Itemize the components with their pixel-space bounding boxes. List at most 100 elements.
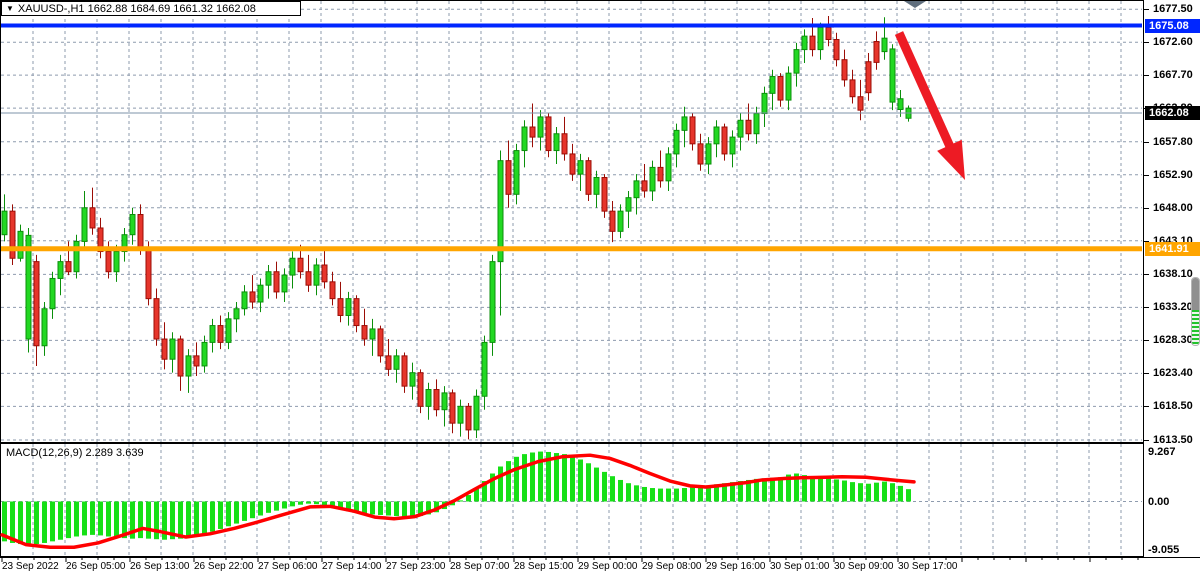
macd-histogram-bar	[786, 474, 791, 502]
candle-bull	[753, 113, 760, 135]
price-badge: 1662.08	[1145, 106, 1200, 120]
macd-histogram-bar	[330, 501, 335, 508]
candle-bear	[825, 26, 832, 41]
macd-histogram-bar	[674, 488, 679, 502]
price-badge: 1675.08	[1145, 18, 1200, 33]
candle-bear	[417, 372, 424, 407]
macd-histogram-bar	[434, 501, 439, 513]
time-tick-label: 27 Sep 23:00	[386, 561, 446, 572]
candle-bear	[145, 247, 152, 300]
macd-histogram-bar	[258, 501, 263, 516]
macd-histogram-bar	[418, 501, 423, 517]
candle-bear	[449, 392, 456, 424]
macd-histogram-bar	[162, 501, 167, 540]
time-tick-label: 30 Sep 17:00	[898, 561, 958, 572]
candle-bear	[697, 143, 704, 165]
scrollbar-stripes	[1192, 310, 1199, 345]
macd-histogram-bar	[730, 482, 735, 502]
candle-bull	[681, 116, 688, 131]
macd-histogram-bar	[74, 501, 79, 537]
candle-bull	[313, 264, 320, 286]
candle-bear	[385, 355, 392, 370]
scrollbar-thumb[interactable]	[1191, 277, 1200, 346]
price-tick-mark	[1144, 42, 1149, 44]
candle-bear	[177, 338, 184, 377]
price-tick-mark	[1144, 274, 1149, 276]
candle-bull	[265, 271, 272, 286]
candle-bull	[241, 291, 248, 310]
candle-bull	[233, 308, 240, 320]
macd-histogram-bar	[618, 479, 623, 502]
price-tick-label: 1618.50	[1144, 399, 1200, 413]
price-tick-mark	[1144, 406, 1149, 408]
macd-histogram-bar	[642, 486, 647, 502]
candle-bull	[817, 26, 824, 51]
macd-tick-label: -9.055	[1148, 544, 1180, 557]
macd-histogram-bar	[890, 483, 895, 502]
candle-bear	[97, 227, 104, 253]
time-tick-label: 28 Sep 07:00	[450, 561, 510, 572]
macd-histogram-bar	[338, 501, 343, 510]
candle-bull	[665, 153, 672, 182]
macd-histogram-bar	[50, 501, 55, 542]
price-tick-label: 1652.90	[1144, 168, 1200, 182]
candle-bull	[497, 160, 504, 263]
macd-histogram-bar	[650, 488, 655, 502]
candle-bull	[393, 355, 400, 370]
macd-histogram-bar	[186, 501, 191, 538]
time-tick-label: 26 Sep 05:00	[66, 561, 126, 572]
macd-histogram-bar	[394, 501, 399, 517]
macd-histogram-bar	[530, 452, 535, 502]
candle-bull	[113, 251, 120, 273]
candle-bull	[201, 341, 208, 367]
macd-histogram-bar	[818, 477, 823, 502]
candle-bull	[633, 180, 640, 199]
price-tick-label: 1638.10	[1144, 267, 1200, 281]
candle-bear	[833, 39, 840, 61]
candle-bull	[785, 72, 792, 101]
macd-histogram-bar	[490, 473, 495, 502]
macd-histogram-bar	[98, 501, 103, 536]
macd-histogram-bar	[226, 501, 231, 527]
macd-histogram-bar	[58, 501, 63, 540]
scroll-to-end-marker[interactable]	[904, 1, 926, 8]
macd-histogram-bar	[234, 501, 239, 524]
candle-bull	[345, 298, 352, 316]
candle-bull	[17, 230, 24, 259]
macd-tick-label: 9.267	[1148, 445, 1176, 458]
macd-histogram-bar	[18, 501, 23, 545]
macd-histogram-bar	[290, 501, 295, 507]
price-tick-label: 1657.80	[1144, 135, 1200, 149]
candle-bear	[377, 328, 384, 357]
candle-bear	[609, 210, 616, 232]
macd-histogram-bar	[218, 501, 223, 529]
macd-histogram-bar	[130, 501, 135, 539]
price-badge: 1641.91	[1145, 241, 1200, 256]
candle-bear	[9, 210, 16, 259]
macd-histogram-bar	[242, 501, 247, 521]
symbol-dropdown-icon[interactable]: ▼	[6, 4, 14, 13]
macd-histogram-bar	[810, 476, 815, 502]
price-tick-mark	[1144, 439, 1149, 441]
macd-histogram-bar	[594, 467, 599, 502]
macd-histogram-bar	[634, 485, 639, 502]
candle-bull	[625, 197, 632, 212]
candle-bear	[305, 271, 312, 286]
symbol-title-bar[interactable]: ▼ XAUUSD-,H1 1662.88 1684.69 1661.32 1662…	[1, 1, 301, 16]
macd-histogram-bar	[522, 454, 527, 502]
candle-bear	[153, 298, 160, 340]
candle-bull	[713, 126, 720, 145]
macd-histogram-bar	[666, 488, 671, 502]
candle-bear	[873, 41, 880, 63]
candle-bear	[857, 96, 864, 111]
macd-histogram-bar	[154, 501, 159, 540]
candle-bear	[721, 126, 728, 155]
macd-histogram-bar	[370, 501, 375, 515]
candle-bear	[745, 119, 752, 135]
macd-histogram-bar	[354, 501, 359, 513]
macd-histogram-bar	[26, 501, 31, 545]
candle-bear	[193, 355, 200, 367]
candle-bear	[273, 271, 280, 293]
